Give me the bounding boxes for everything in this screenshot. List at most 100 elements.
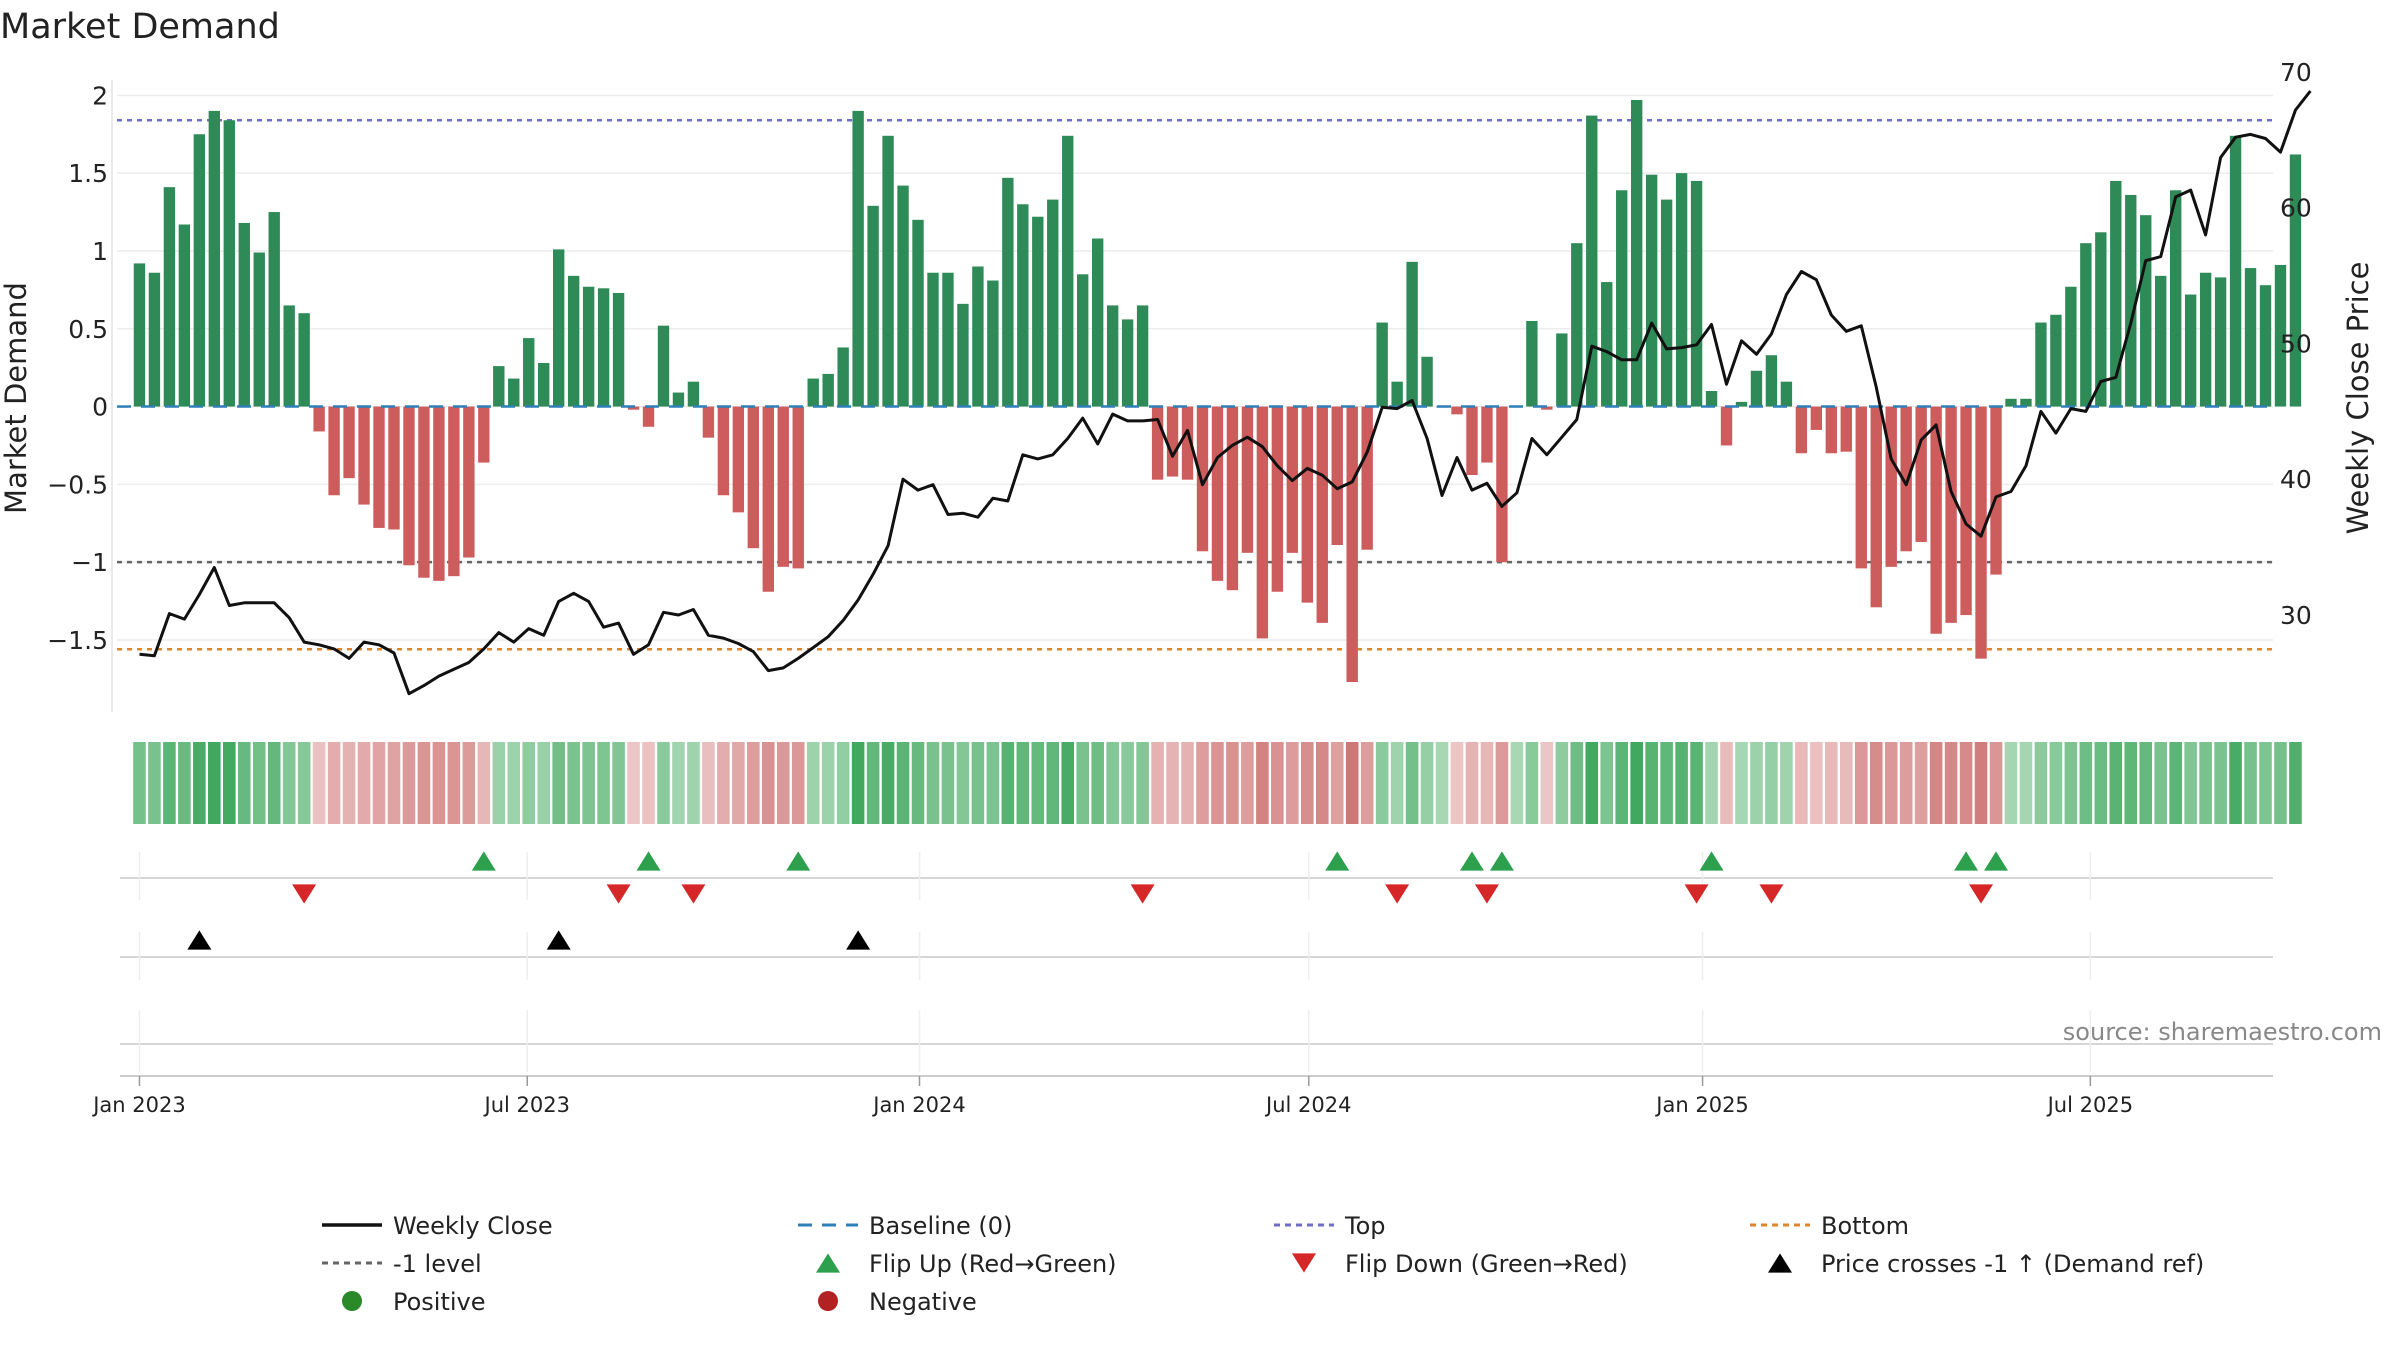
y-tick-label: 0.5 [68,315,108,344]
heat-cell [1585,742,1599,824]
heat-cell [657,742,670,824]
heat-cell [2124,742,2138,824]
flip-down-marker [1684,884,1709,904]
heat-cell [702,742,715,824]
heat-cell [477,742,491,824]
heat-cell [1031,742,1045,824]
heat-cell [627,742,640,824]
heat-cell [1750,742,1763,824]
flip-down-marker [1385,884,1410,904]
price-cross-marker [187,930,212,950]
demand-bar [2005,398,2017,407]
demand-bar [493,366,505,407]
heat-cell [866,742,880,824]
demand-bar [867,205,879,407]
demand-bar [1406,261,1418,407]
heat-cell [1600,742,1614,824]
demand-bar [987,280,999,407]
weekly-close-line [139,90,2312,696]
y2-tick-label: 40 [2280,465,2312,494]
demand-bar [2274,264,2287,407]
heat-cell [1795,742,1808,824]
y-axis-label: Market Demand [0,282,33,514]
demand-bar [1690,180,1703,407]
demand-bar [283,305,295,407]
x-tick-label: Jul 2024 [1264,1093,1351,1117]
demand-bar [552,249,565,407]
heat-cell [1211,742,1224,824]
heat-cell [552,742,565,824]
heat-cell [133,742,146,824]
legend-label: Top [1344,1212,1386,1240]
demand-bar [2199,272,2212,407]
demand-bar [1151,406,1164,480]
demand-bar [1720,406,1733,446]
heat-cell [1196,742,1209,824]
demand-bar [2065,286,2077,407]
demand-bar [1316,406,1328,623]
flip-up-marker [786,851,811,871]
heat-cell [1091,742,1104,824]
demand-bar [1346,406,1358,682]
heat-cell [2079,742,2093,824]
heat-cell [1495,742,1509,824]
heat-cell [776,742,790,824]
signal-rows [120,851,2273,1077]
demand-bar [1616,190,1628,407]
demand-bar [702,406,715,438]
heat-cell [507,742,521,824]
demand-bar [1840,406,1852,452]
demand-bar [1331,406,1343,546]
demand-bar [463,406,475,558]
demand-bar [538,362,550,407]
demand-bar [1660,199,1673,407]
flip-down-marker [1130,884,1155,904]
flip-down-marker [1969,884,1994,904]
demand-bar [852,110,864,407]
y-tick-label: 1 [92,237,108,266]
demand-bar [1990,406,2002,575]
heat-cell [836,742,850,824]
demand-bar [1930,406,1942,634]
demand-bar [1301,406,1313,603]
heat-cell [2289,742,2302,824]
heat-cell [267,742,281,824]
demand-bar [2050,314,2062,407]
demand-bar [313,406,325,432]
flip-up-marker [1699,851,1724,871]
demand-bar [2244,268,2257,407]
flip-down-marker [681,884,706,904]
demand-bar [1391,381,1403,407]
heat-cell [1929,742,1943,824]
heat-cell [2064,742,2078,824]
heat-cell [1630,742,1643,824]
legend-label: Price crosses -1 ↑ (Demand ref) [1821,1250,2204,1278]
demand-bar [942,272,954,407]
heat-cell [2139,742,2153,824]
heat-cell [1540,742,1554,824]
legend-label: -1 level [393,1250,482,1278]
heat-cell [2244,742,2257,824]
demand-bar [2214,277,2227,407]
heat-cell [1226,742,1239,824]
heat-cell [178,742,191,824]
demand-bar [747,406,760,549]
flip-up-marker [1325,851,1350,871]
demand-bar [343,406,355,479]
y2-axis-label: Weekly Close Price [2341,262,2375,535]
heat-cell [821,742,835,824]
demand-bar [1885,406,1897,567]
demand-bar [1541,406,1553,410]
demand-bar [1062,135,1074,407]
heat-cell [1570,742,1584,824]
heat-cell [372,742,386,824]
heat-cell [447,742,461,824]
demand-bar [1705,391,1718,407]
demand-bar [2140,215,2152,407]
y-tick-label: −1.5 [47,626,108,655]
chart-title: Market Demand [0,7,280,47]
demand-bar [373,406,385,528]
heat-cell [252,742,266,824]
heat-cell [1330,742,1344,824]
demand-bar [1376,322,1388,407]
